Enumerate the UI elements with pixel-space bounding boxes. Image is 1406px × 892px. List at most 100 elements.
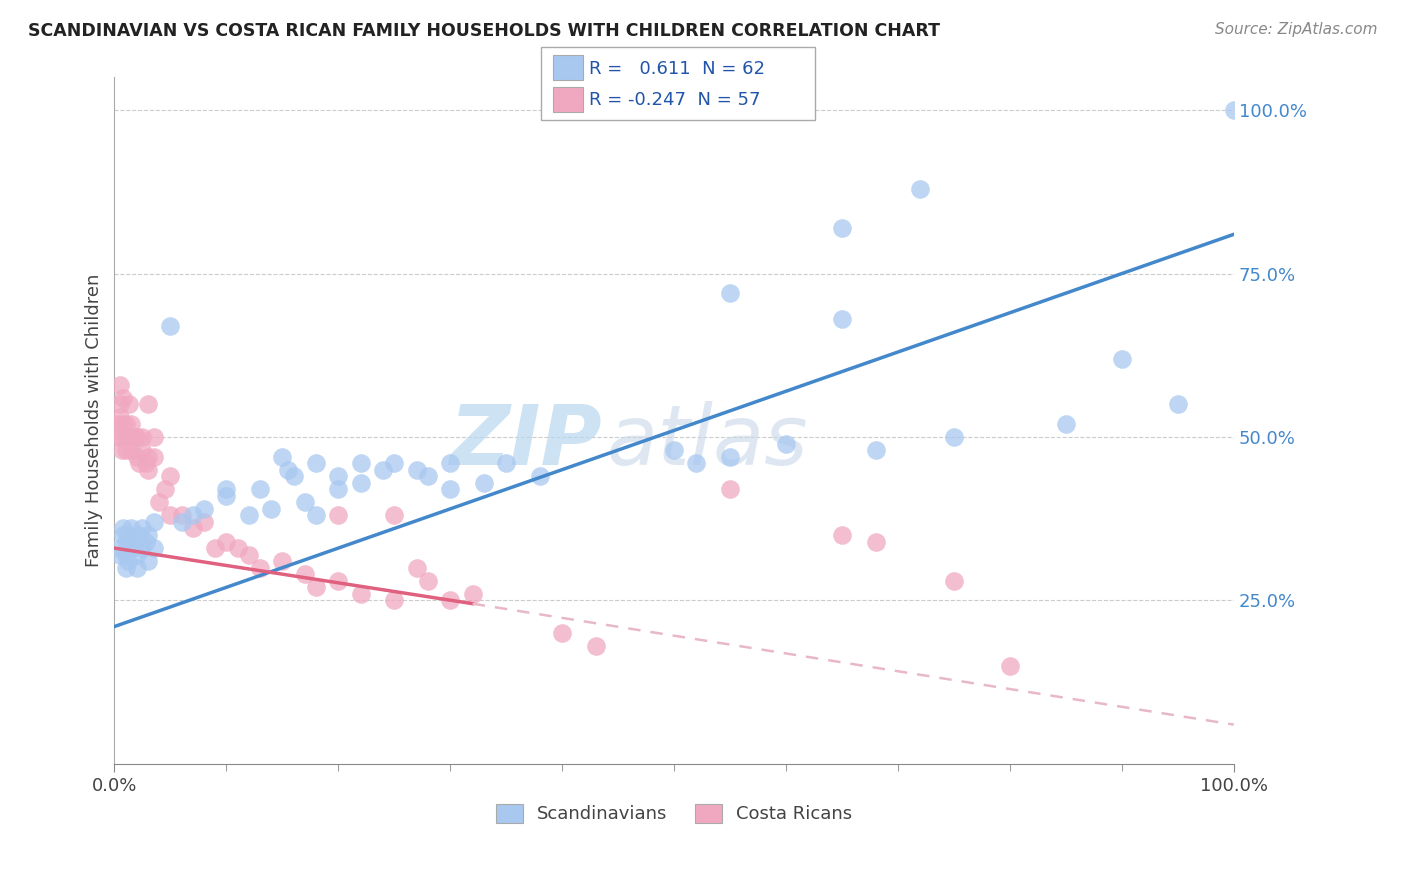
- Point: [405, 560, 427, 574]
- Point: [120, 443, 142, 458]
- Point: [238, 508, 260, 523]
- Point: [131, 430, 153, 444]
- Point: [114, 560, 136, 574]
- Point: [294, 495, 316, 509]
- Point: [405, 463, 427, 477]
- Point: [371, 463, 394, 477]
- Point: [461, 587, 484, 601]
- Point: [350, 587, 373, 601]
- Point: [328, 469, 350, 483]
- Point: [865, 534, 887, 549]
- Point: [142, 515, 165, 529]
- Point: [382, 508, 405, 523]
- Legend: Scandinavians, Costa Ricans: Scandinavians, Costa Ricans: [496, 804, 852, 823]
- Point: [136, 528, 159, 542]
- Text: R = -0.247  N = 57: R = -0.247 N = 57: [589, 91, 761, 109]
- Point: [226, 541, 249, 555]
- Point: [775, 436, 797, 450]
- Point: [260, 501, 283, 516]
- Point: [204, 541, 226, 555]
- Point: [416, 574, 439, 588]
- Point: [271, 450, 294, 464]
- Point: [111, 430, 134, 444]
- Point: [328, 483, 350, 497]
- Point: [117, 554, 139, 568]
- Point: [215, 534, 238, 549]
- Point: [120, 541, 142, 555]
- Point: [142, 430, 165, 444]
- Point: [551, 626, 574, 640]
- Point: [136, 450, 159, 464]
- Point: [277, 463, 299, 477]
- Point: [112, 528, 135, 542]
- Point: [108, 548, 131, 562]
- Point: [124, 534, 146, 549]
- Point: [125, 430, 148, 444]
- Point: [271, 554, 294, 568]
- Point: [283, 469, 305, 483]
- Point: [328, 574, 350, 588]
- Point: [153, 483, 176, 497]
- Point: [114, 548, 136, 562]
- Point: [662, 443, 685, 458]
- Point: [350, 475, 373, 490]
- Point: [120, 521, 142, 535]
- Point: [128, 528, 150, 542]
- Point: [142, 541, 165, 555]
- Point: [170, 515, 193, 529]
- Point: [942, 574, 965, 588]
- Point: [114, 534, 136, 549]
- Point: [159, 508, 181, 523]
- Point: [108, 377, 131, 392]
- Text: atlas: atlas: [607, 401, 808, 482]
- Point: [124, 430, 146, 444]
- Point: [136, 397, 159, 411]
- Point: [942, 430, 965, 444]
- Point: [125, 560, 148, 574]
- Point: [112, 521, 135, 535]
- Point: [117, 528, 139, 542]
- Point: [439, 483, 461, 497]
- Point: [1054, 417, 1077, 431]
- Point: [125, 450, 148, 464]
- Point: [131, 521, 153, 535]
- Point: [114, 417, 136, 431]
- Text: ZIP: ZIP: [449, 401, 602, 482]
- Point: [114, 443, 136, 458]
- Point: [910, 181, 932, 195]
- Point: [249, 560, 271, 574]
- Text: SCANDINAVIAN VS COSTA RICAN FAMILY HOUSEHOLDS WITH CHILDREN CORRELATION CHART: SCANDINAVIAN VS COSTA RICAN FAMILY HOUSE…: [28, 22, 941, 40]
- Point: [831, 220, 853, 235]
- Point: [305, 580, 328, 594]
- Point: [128, 456, 150, 470]
- Point: [108, 410, 131, 425]
- Point: [170, 508, 193, 523]
- Text: R =   0.611  N = 62: R = 0.611 N = 62: [589, 61, 765, 78]
- Point: [193, 515, 215, 529]
- Point: [159, 318, 181, 333]
- Point: [382, 593, 405, 607]
- Point: [495, 456, 517, 470]
- Point: [159, 469, 181, 483]
- Point: [865, 443, 887, 458]
- Point: [181, 508, 204, 523]
- Point: [382, 456, 405, 470]
- Point: [585, 639, 607, 653]
- Point: [718, 450, 741, 464]
- Point: [111, 443, 134, 458]
- Point: [215, 489, 238, 503]
- Point: [118, 397, 141, 411]
- Point: [294, 567, 316, 582]
- Point: [120, 417, 142, 431]
- Point: [718, 286, 741, 301]
- Text: Source: ZipAtlas.com: Source: ZipAtlas.com: [1215, 22, 1378, 37]
- Point: [685, 456, 707, 470]
- Point: [328, 508, 350, 523]
- Point: [135, 534, 157, 549]
- Point: [1167, 397, 1189, 411]
- Point: [135, 456, 157, 470]
- Y-axis label: Family Households with Children: Family Households with Children: [86, 274, 103, 567]
- Point: [718, 483, 741, 497]
- Point: [136, 554, 159, 568]
- Point: [193, 501, 215, 516]
